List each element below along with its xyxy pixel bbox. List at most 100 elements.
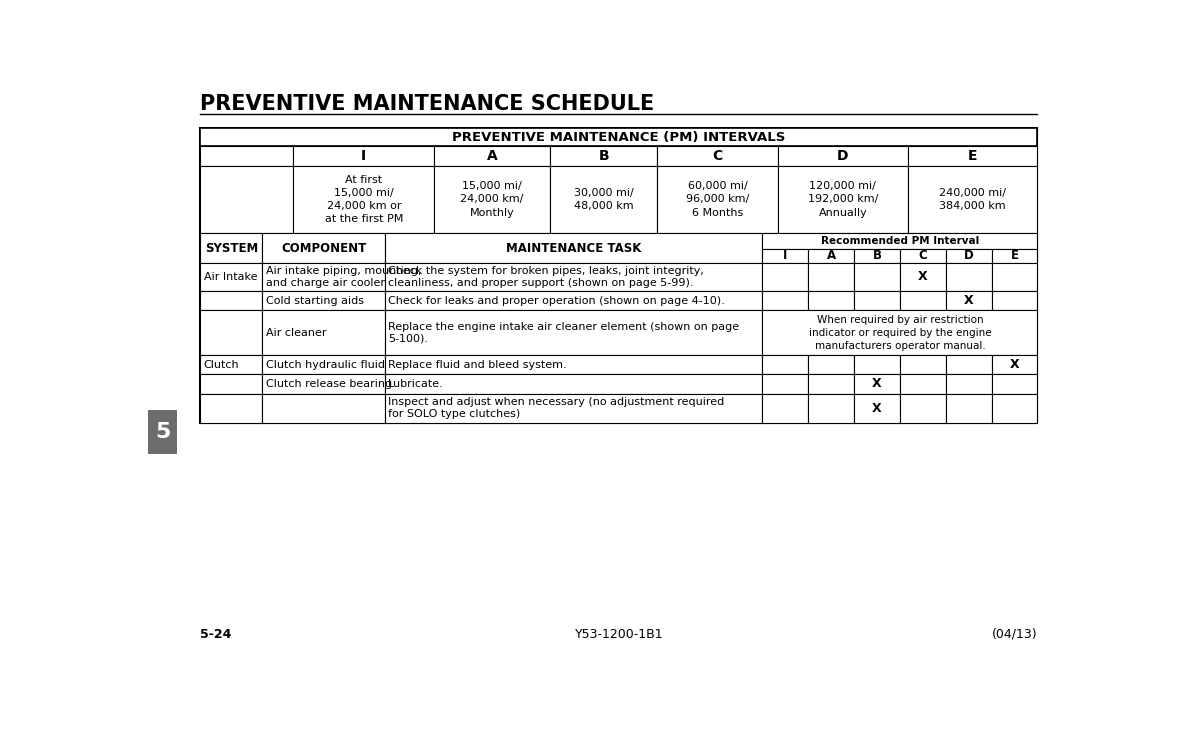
Bar [262,394,385,423]
Text: X: X [1009,358,1019,371]
Text: SYSTEM: SYSTEM [204,242,258,255]
Bar [900,263,946,291]
Text: MAINTENANCE TASK: MAINTENANCE TASK [506,242,642,255]
Text: Check the system for broken pipes, leaks, joint integrity,
cleanliness, and prop: Check the system for broken pipes, leaks… [388,266,703,288]
Text: 15,000 mi/
24,000 km/
Monthly: 15,000 mi/ 24,000 km/ Monthly [461,182,524,217]
Bar [946,355,992,374]
Text: (04/13): (04/13) [992,628,1038,640]
Text: Clutch release bearing: Clutch release bearing [266,379,391,389]
Text: Inspect and adjust when necessary (no adjustment required
for SOLO type clutches: Inspect and adjust when necessary (no ad… [388,397,725,419]
Text: Air cleaner: Air cleaner [266,328,326,337]
Text: 30,000 mi/
48,000 km: 30,000 mi/ 48,000 km [574,188,634,211]
Bar [946,249,992,263]
Bar [293,165,434,234]
Text: B: B [872,249,882,262]
Bar [762,234,1038,249]
Bar [762,310,1038,355]
Bar [900,291,946,310]
Text: Recommended PM Interval: Recommended PM Interval [820,236,979,246]
Text: When required by air restriction
indicator or required by the engine
manufacture: When required by air restriction indicat… [808,315,992,351]
Text: Clutch hydraulic fluid: Clutch hydraulic fluid [266,359,384,370]
Bar [201,310,262,355]
Bar [808,374,855,394]
Text: Y53-1200-1B1: Y53-1200-1B1 [574,628,663,640]
Bar [808,355,855,374]
Bar [946,394,992,423]
Text: A: A [826,249,836,262]
Bar [808,249,855,263]
Bar [262,355,385,374]
Bar [900,374,946,394]
Text: Clutch: Clutch [203,359,239,370]
Text: I: I [782,249,787,262]
Text: Replace fluid and bleed system.: Replace fluid and bleed system. [388,359,566,370]
Text: Replace the engine intake air cleaner element (shown on page
5-100).: Replace the engine intake air cleaner el… [388,321,739,344]
Bar [778,165,908,234]
Bar [778,146,908,165]
Bar [262,234,385,263]
Bar [657,165,778,234]
Text: Lubricate.: Lubricate. [388,379,443,389]
Bar [434,146,550,165]
Bar [385,310,762,355]
Bar [855,263,900,291]
Bar [657,146,778,165]
Bar [385,291,762,310]
Text: 60,000 mi/
96,000 km/
6 Months: 60,000 mi/ 96,000 km/ 6 Months [686,182,749,217]
Bar [385,374,762,394]
Text: PREVENTIVE MAINTENANCE SCHEDULE: PREVENTIVE MAINTENANCE SCHEDULE [201,94,655,114]
Text: PREVENTIVE MAINTENANCE (PM) INTERVALS: PREVENTIVE MAINTENANCE (PM) INTERVALS [453,130,786,143]
Bar [762,394,808,423]
Text: Air intake piping, mounting,
and charge air cooler: Air intake piping, mounting, and charge … [266,266,421,288]
Bar [992,394,1038,423]
Bar [385,263,762,291]
Bar [293,146,434,165]
Bar [946,291,992,310]
Bar [201,355,262,374]
Bar [762,355,808,374]
Text: E: E [1011,249,1019,262]
Bar [900,355,946,374]
Text: Check for leaks and proper operation (shown on page 4-10).: Check for leaks and proper operation (sh… [388,296,725,306]
Bar [762,291,808,310]
Bar [762,263,808,291]
Bar [385,234,762,263]
Bar [434,165,550,234]
Bar [946,374,992,394]
Bar [201,234,262,263]
Bar [201,165,293,234]
Bar [201,263,262,291]
Text: C: C [918,249,927,262]
Bar [808,394,855,423]
Text: Cold starting aids: Cold starting aids [266,296,364,306]
Text: Air Intake: Air Intake [203,272,256,282]
Text: 240,000 mi/
384,000 km: 240,000 mi/ 384,000 km [939,188,1006,211]
Text: X: X [918,270,928,283]
Bar [385,355,762,374]
Bar [992,374,1038,394]
Bar [762,374,808,394]
Bar [385,394,762,423]
Bar [808,263,855,291]
Bar [900,249,946,263]
Bar [262,310,385,355]
Bar [992,291,1038,310]
Bar [550,165,657,234]
Bar [762,249,808,263]
Bar [908,165,1038,234]
Bar [808,291,855,310]
Text: COMPONENT: COMPONENT [281,242,366,255]
Text: A: A [487,149,498,163]
Text: B: B [598,149,609,163]
Text: 120,000 mi/
192,000 km/
Annually: 120,000 mi/ 192,000 km/ Annually [807,182,878,217]
Bar [855,394,900,423]
Bar [855,291,900,310]
Bar [908,146,1038,165]
Bar [992,249,1038,263]
Bar [201,374,262,394]
Bar [900,394,946,423]
Bar [855,355,900,374]
Bar [992,263,1038,291]
Text: X: X [872,378,882,390]
Bar [946,263,992,291]
